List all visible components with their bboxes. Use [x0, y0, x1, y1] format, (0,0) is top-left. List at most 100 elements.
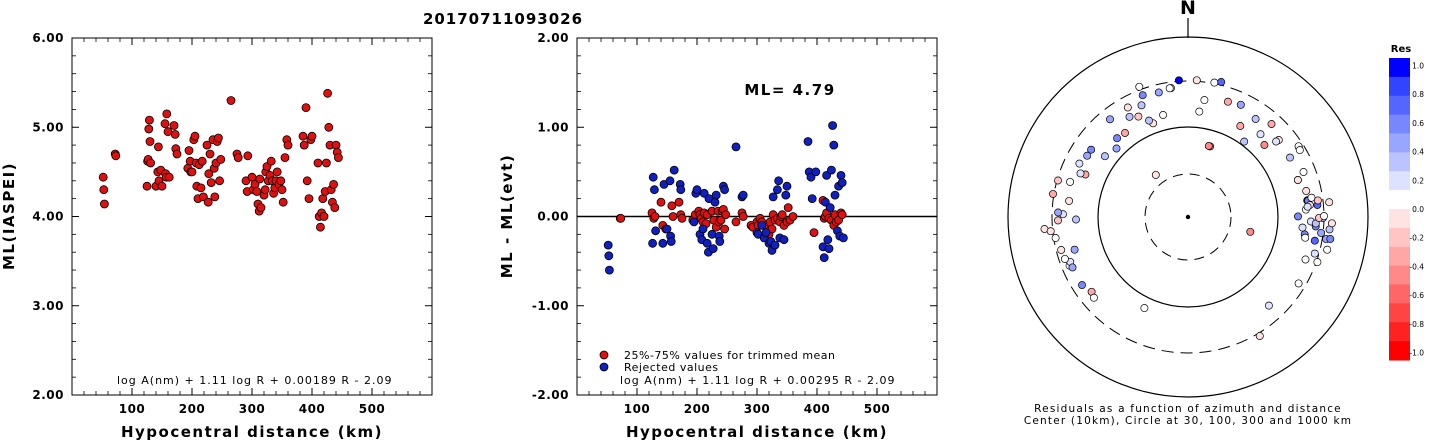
circle-1000km: [1007, 36, 1369, 398]
left-data-point: [302, 176, 312, 186]
polar-station-point: [1057, 246, 1066, 254]
left-annotation: log A(nm) + 1.11 log R + 0.00189 R - 2.0…: [117, 374, 392, 387]
polar-station-point: [1065, 196, 1074, 205]
middle-data-point: [656, 197, 666, 207]
middle-ytick-label: 2.00: [537, 31, 569, 45]
middle-data-point: [827, 165, 836, 175]
polar-station-point: [1066, 177, 1075, 186]
polar-station-point: [1060, 254, 1069, 263]
middle-data-point: [836, 170, 846, 180]
polar-station-point: [1310, 236, 1319, 245]
colorbar-title: Res: [1391, 44, 1411, 55]
polar-station-point: [1326, 235, 1335, 243]
polar-station-point: [1299, 168, 1308, 176]
middle-data-point: [819, 253, 829, 263]
middle-data-point: [720, 224, 729, 234]
left-data-point: [210, 192, 220, 202]
colorbar-tick-label: 0.2: [1412, 176, 1424, 185]
middle-data-point: [650, 185, 659, 195]
middle-data-point: [738, 190, 748, 200]
middle-data-point: [825, 203, 835, 213]
left-data-point: [157, 181, 167, 191]
left-data-point: [206, 178, 216, 188]
middle-data-point: [648, 172, 658, 182]
left-tick-group: 100 200 300 400 500 2.00 3.00 4.00 5.00 6.00: [32, 31, 432, 416]
middle-data-point: [665, 176, 675, 186]
left-data-point: [196, 183, 206, 193]
middle-data-point: [811, 167, 821, 177]
polar-station-point: [1223, 97, 1232, 106]
middle-data-point: [650, 212, 660, 221]
left-data-point: [333, 153, 343, 163]
polar-station-point: [1070, 245, 1079, 254]
polar-station-point: [1313, 258, 1322, 267]
left-ytick-label: 6.00: [32, 31, 64, 45]
polar-station-point: [1068, 263, 1077, 272]
polar-station-point: [1192, 76, 1201, 85]
left-xtick-label: 200: [179, 402, 206, 416]
colorbar-cell: [1389, 114, 1410, 135]
middle-data-point: [761, 228, 771, 238]
left-xtick-label: 300: [239, 402, 266, 416]
polar-station-point: [1260, 141, 1269, 149]
left-data-point: [146, 158, 156, 168]
middle-data-point: [669, 165, 679, 175]
middle-data-point: [603, 240, 613, 250]
left-data-point: [142, 181, 152, 191]
left-data-point: [197, 156, 207, 166]
polar-station-point: [1054, 208, 1063, 217]
middle-data-point: [708, 244, 718, 254]
polar-station-point: [1151, 170, 1160, 179]
left-data-point: [272, 167, 282, 177]
left-data-point: [226, 96, 236, 105]
polar-station-point: [1286, 153, 1294, 162]
polar-station-point: [1125, 112, 1134, 121]
left-data-point: [330, 203, 340, 213]
middle-data-point: [837, 210, 847, 220]
left-data-point: [162, 109, 172, 119]
left-data-point: [315, 222, 325, 232]
middle-data-point: [788, 212, 798, 221]
middle-data-point: [837, 178, 847, 188]
colorbar-tick-label: 0.8: [1412, 90, 1424, 99]
polar-station-point: [1240, 137, 1249, 146]
left-data-point: [216, 154, 226, 164]
left-data-point: [202, 140, 212, 150]
middle-data-point: [731, 217, 741, 227]
left-data-point: [298, 131, 308, 141]
middle-xtick-label: 400: [804, 402, 831, 416]
middle-data-point: [666, 237, 676, 246]
left-data-point: [111, 151, 121, 161]
middle-xtick-label: 100: [624, 402, 651, 416]
middle-data-point: [715, 237, 725, 246]
middle-data-point: [807, 194, 817, 204]
polar-station-point: [1251, 115, 1260, 123]
middle-data-point: [781, 190, 791, 200]
middle-data-point: [720, 185, 729, 195]
legend-marker-rejected: [599, 362, 609, 372]
left-data-point: [255, 174, 265, 184]
polar-points: [1040, 76, 1336, 340]
middle-data-point: [774, 176, 783, 186]
left-data-point: [243, 151, 253, 161]
left-data-point: [204, 169, 214, 179]
colorbar-cell: [1389, 95, 1410, 116]
polar-caption-line1: Residuals as a function of azimuth and d…: [1034, 403, 1342, 415]
colorbar-cell: [1389, 209, 1410, 229]
polar-station-point: [1327, 219, 1336, 228]
polar-station-point: [1054, 176, 1062, 185]
colorbar-tick-label: 0.6: [1412, 119, 1424, 128]
polar-station-point: [1113, 134, 1122, 143]
polar-station-point: [1256, 130, 1265, 139]
middle-data-point: [707, 229, 717, 239]
middle-data-point: [710, 197, 720, 207]
polar-station-point: [1165, 84, 1174, 93]
legend-label-trimmed: 25%-75% values for trimmed mean: [624, 349, 836, 362]
polar-station-point: [1272, 137, 1281, 146]
polar-station-point: [1054, 216, 1062, 225]
colorbar-cell: [1389, 265, 1410, 286]
middle-data-point: [658, 238, 668, 248]
colorbar-tick-label: 1.0: [1412, 62, 1424, 71]
left-data-point: [304, 194, 314, 204]
middle-data-point: [689, 217, 699, 227]
